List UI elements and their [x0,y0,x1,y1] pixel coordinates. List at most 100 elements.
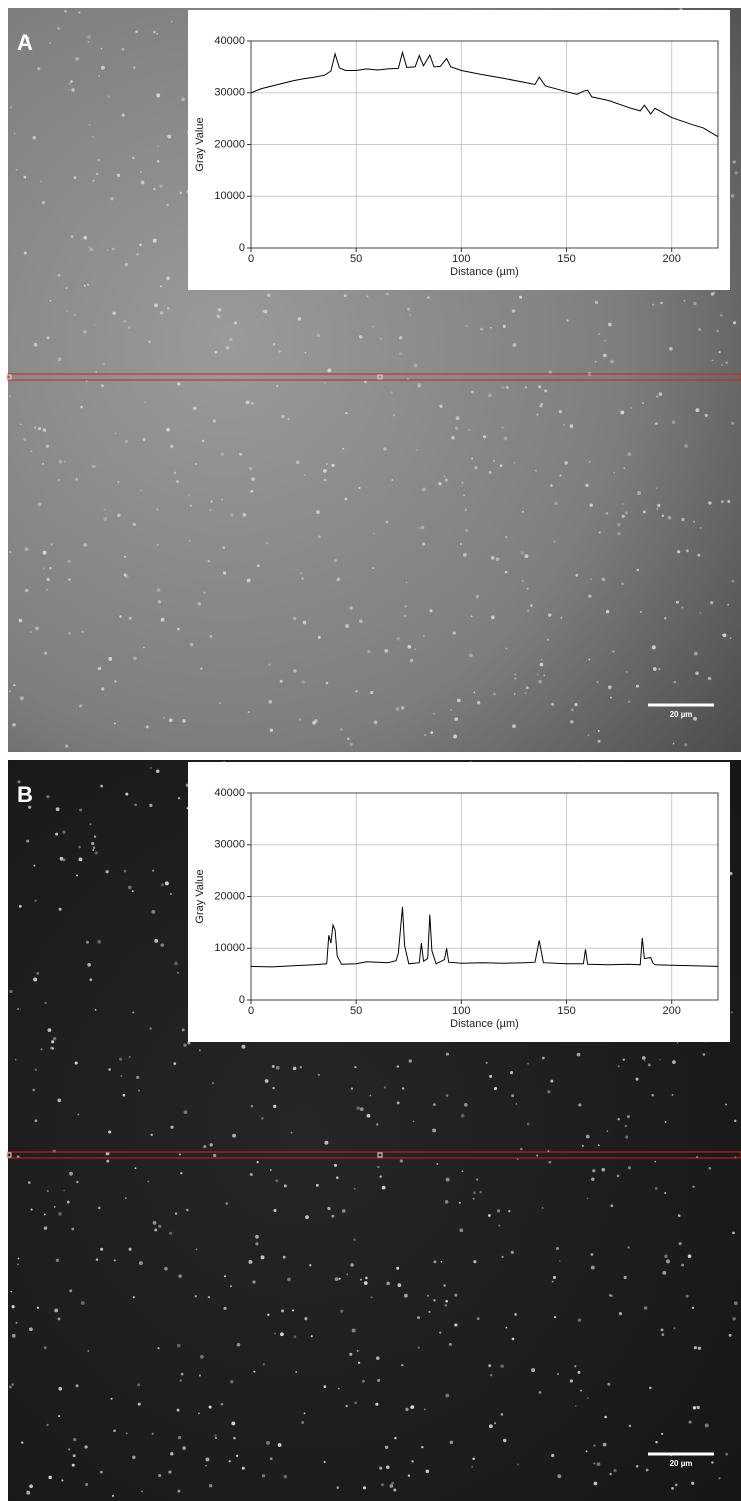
particle [266,293,271,297]
particle [113,722,116,725]
particle [157,145,160,147]
particle [220,452,224,456]
particle [177,797,181,800]
particle [313,719,318,723]
particle [417,1316,420,1320]
x-tick-label: 200 [663,253,681,265]
particle [643,1060,646,1062]
particle [114,680,117,683]
y-tick-label: 0 [239,242,245,254]
particle [480,327,483,331]
particle [217,308,222,312]
particle [74,1061,78,1065]
particle [131,890,134,893]
particle [337,1387,340,1390]
particle [558,1260,561,1262]
particle [696,1405,700,1410]
particle [334,1277,339,1281]
particle [617,532,621,536]
particle [123,869,127,873]
particle [507,1209,511,1213]
particle [342,447,345,450]
particle [496,1209,501,1213]
particle [271,1064,275,1068]
particle [559,474,562,477]
particle [67,1448,71,1451]
particle [396,1101,400,1105]
particle [248,466,253,471]
y-tick-label: 10000 [214,942,245,954]
particle [139,170,142,173]
particle [581,1144,584,1147]
plot-frame [250,792,719,1001]
particle [531,1368,536,1373]
particle [732,321,737,325]
particle [536,1154,539,1157]
particle [658,667,661,671]
particle [569,424,574,428]
particle [91,135,95,138]
particle [73,1438,77,1442]
particle [438,482,442,486]
particle [149,1027,152,1030]
particle [10,1290,13,1293]
particle [182,1446,186,1450]
particle [538,385,542,389]
particle [278,350,281,353]
particle [24,588,29,593]
particle [216,314,221,319]
particle [182,719,186,723]
particle [87,40,90,43]
particle [461,1170,464,1173]
particle [272,1086,275,1090]
particle [121,47,125,51]
particle [560,616,563,619]
particle [261,1117,264,1120]
particle [124,262,128,267]
particle [349,1352,353,1356]
particle [524,692,527,695]
particle [57,1317,61,1321]
particle [417,383,422,387]
particle [33,426,37,430]
particle [181,97,185,102]
particle [432,1103,436,1106]
particle [128,1247,132,1251]
particle [393,1488,397,1492]
particle [358,335,363,339]
particle [166,306,170,310]
y-tick-label: 30000 [214,87,245,99]
particle [698,328,702,332]
particle [160,883,164,887]
particle [367,649,371,654]
particle [33,864,36,867]
particle [693,651,698,656]
particle [80,405,83,409]
particle [588,594,592,598]
particle [326,463,328,465]
particle [103,508,106,511]
particle [71,1463,75,1467]
particle [463,494,465,496]
particle [476,1317,480,1321]
particle [421,1445,424,1449]
particle [433,1260,437,1264]
particle [655,1440,658,1444]
particle [105,1151,110,1156]
particle [731,579,735,583]
particle [43,1226,48,1230]
particle [95,371,98,373]
particle [379,1175,383,1178]
particle [193,406,197,410]
particle [214,350,218,354]
particle [273,1104,277,1108]
particle [269,1169,272,1171]
particle [338,1277,341,1280]
particle [731,421,735,425]
particle [676,1041,679,1044]
particle [250,401,254,405]
particle [28,805,32,809]
particle [538,679,542,684]
particle [511,1337,515,1341]
